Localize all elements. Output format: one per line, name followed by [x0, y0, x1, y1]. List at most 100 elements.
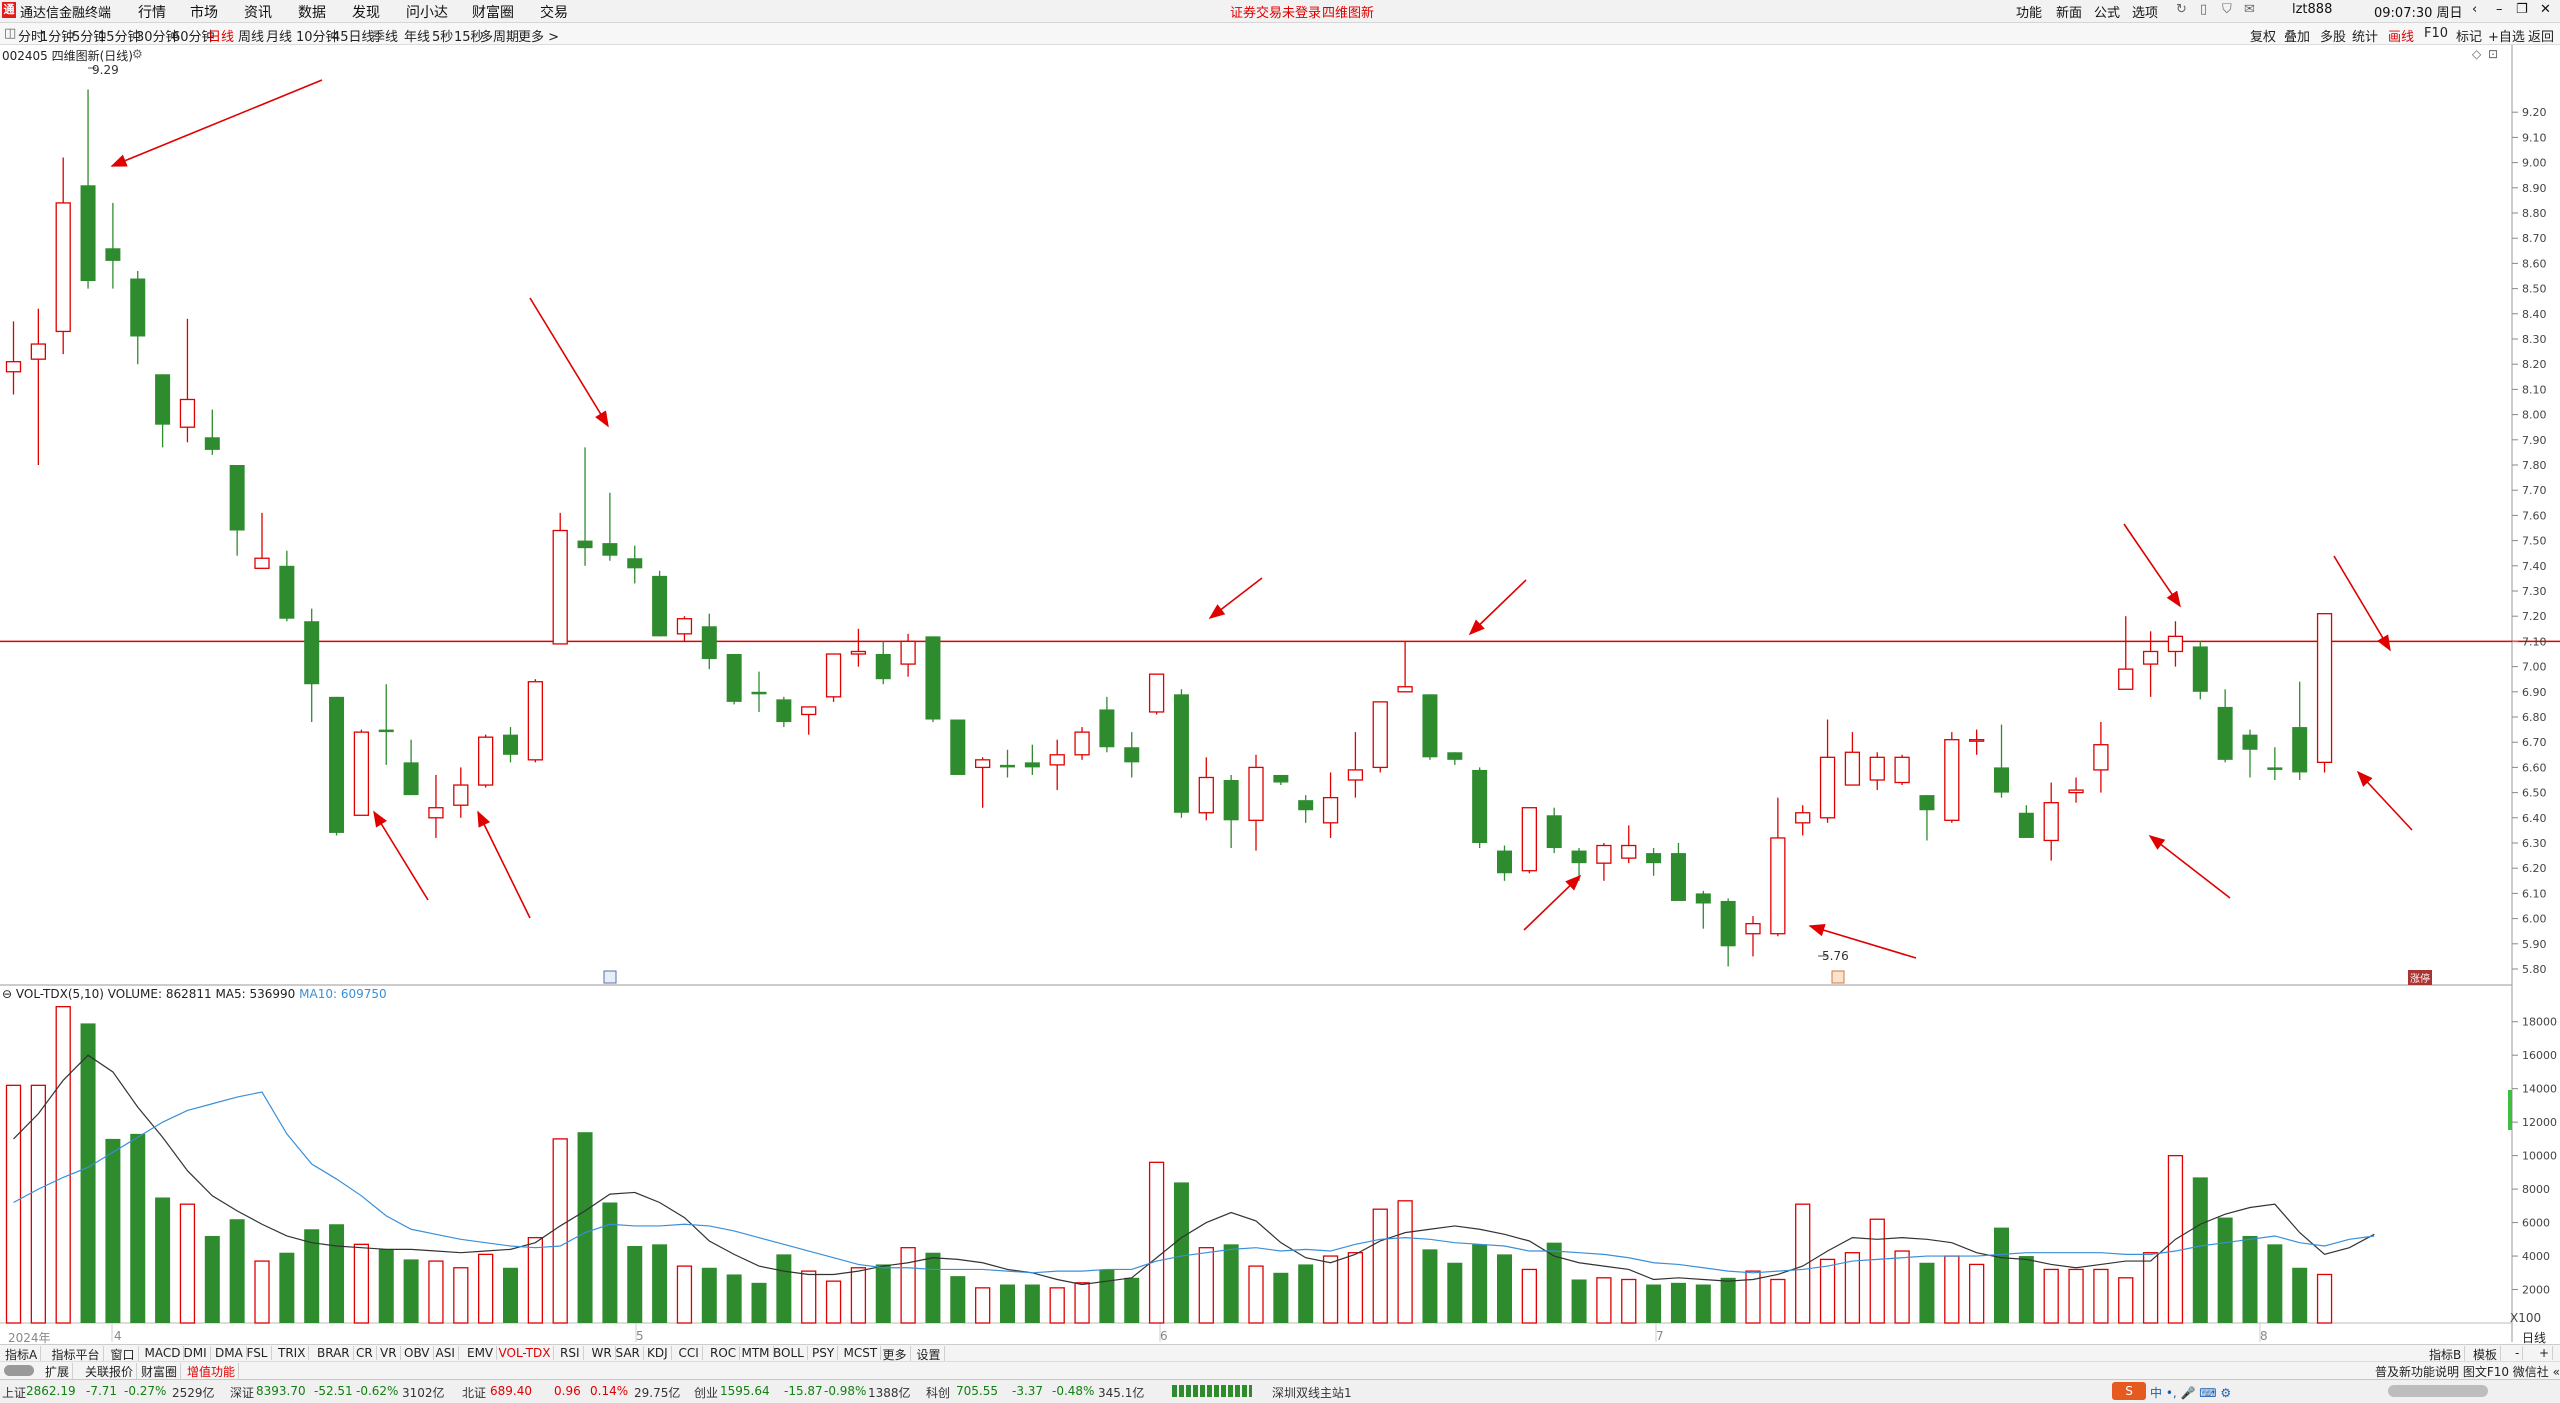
ime-tools-icon[interactable]: 中 •, 🎤 ⌨ ⚙ [2150, 1386, 2232, 1400]
menu-news[interactable]: 资讯 [244, 5, 272, 21]
feature-links[interactable]: 普及新功能说明 图文F10 微信社 « [2372, 1363, 2560, 1380]
indicator-tab-19[interactable]: CCI [676, 1346, 703, 1360]
menu-trade[interactable]: 交易 [540, 5, 568, 21]
indicator-tab-23[interactable]: PSY [809, 1346, 839, 1360]
menu-market[interactable]: 市场 [190, 5, 218, 21]
zoom-in-button[interactable]: + [2536, 1346, 2554, 1360]
menu-function[interactable]: 功能 [2016, 6, 2043, 21]
chart-tool-6[interactable]: 标记 [2456, 30, 2483, 45]
period-5[interactable]: 60分钟 [172, 30, 215, 45]
bj-index-label[interactable]: 北证 [462, 1386, 487, 1400]
period-0[interactable]: 分时 [18, 30, 45, 45]
zoom-out-button[interactable]: - [2512, 1346, 2524, 1360]
indicator-tab-5[interactable]: DMA [212, 1346, 247, 1360]
indicator-tab-0[interactable]: 指标A [2, 1346, 42, 1363]
login-warning[interactable]: 证券交易未登录 [1230, 6, 1322, 21]
kline-chart[interactable]: 9.20 9.10 9.00 8.90 8.80 8.70 8.60 8.50 8.40 8.30… [0, 45, 2560, 1345]
indicator-tab-3[interactable]: MACD [142, 1346, 185, 1360]
indicator-tab-18[interactable]: KDJ [644, 1346, 672, 1360]
indicator-tab-6[interactable]: FSL [244, 1346, 272, 1360]
indicator-tab-24[interactable]: MCST [841, 1346, 882, 1360]
menu-options[interactable]: 选项 [2132, 6, 2159, 21]
tab-wealth-circle[interactable]: 财富圈 [138, 1363, 182, 1380]
period-1[interactable]: 1分钟 [40, 30, 75, 45]
chart-tool-5[interactable]: F10 [2424, 26, 2449, 41]
period-9[interactable]: 10分钟 [296, 30, 339, 45]
chart-settings-icon[interactable]: ⚙ [132, 47, 143, 61]
indicator-tab-2[interactable]: 窗口 [108, 1346, 139, 1363]
menu-data[interactable]: 数据 [298, 5, 326, 21]
tab-extend[interactable]: 扩展 [42, 1363, 74, 1380]
period-8[interactable]: 月线 [266, 30, 293, 45]
indicator-tab-21[interactable]: MTM [739, 1346, 774, 1360]
user-name[interactable]: lzt888 [2292, 2, 2333, 17]
input-method-icon[interactable]: S [2112, 1382, 2146, 1400]
chart-tool-1[interactable]: 叠加 [2284, 30, 2311, 45]
close-icon[interactable]: ✕ [2540, 2, 2551, 17]
phone-icon[interactable]: ▯ [2200, 2, 2208, 17]
sh-index-label[interactable]: 上证 [2, 1386, 27, 1400]
toggle-switch[interactable] [4, 1365, 34, 1376]
chart-tool-3[interactable]: 统计 [2352, 30, 2379, 45]
period-10[interactable]: 45日线 [332, 30, 375, 45]
menu-formula[interactable]: 公式 [2094, 6, 2121, 21]
indicator-tab-7[interactable]: TRIX [275, 1346, 310, 1360]
indicator-tab-9[interactable]: CR [353, 1346, 377, 1360]
refresh-icon[interactable]: ↻ [2176, 2, 2187, 17]
indicator-tab-22[interactable]: BOLL [770, 1346, 808, 1360]
chart-tool-7[interactable]: +自选 [2488, 30, 2525, 45]
menu-discover[interactable]: 发现 [352, 5, 380, 21]
panel-toggle-icon[interactable]: ◫ [4, 26, 17, 41]
menu-wealth-circle[interactable]: 财富圈 [472, 5, 514, 21]
indicator-tab-8[interactable]: BRAR [314, 1346, 354, 1360]
period-3[interactable]: 15分钟 [98, 30, 141, 45]
period-13[interactable]: 5秒 [432, 30, 454, 45]
indicator-tab-25[interactable]: 更多 [880, 1346, 911, 1363]
chart-tool-2[interactable]: 多股 [2320, 30, 2347, 45]
expand-icon[interactable]: ⊡ [2488, 47, 2499, 61]
period-16[interactable]: 更多 > [518, 30, 560, 45]
indicator-tab-15[interactable]: RSI [557, 1346, 584, 1360]
chart-tool-4[interactable]: 画线 [2388, 30, 2415, 45]
kc-index-label[interactable]: 科创 [926, 1386, 951, 1400]
period-11[interactable]: 季线 [372, 30, 399, 45]
period-14[interactable]: 15秒 [454, 30, 484, 45]
tab-value-added[interactable]: 增值功能 [184, 1363, 240, 1380]
mail-icon[interactable]: ✉ [2244, 2, 2255, 17]
restore-icon[interactable]: ❐ [2516, 2, 2528, 17]
cy-index-label[interactable]: 创业 [694, 1386, 719, 1400]
indicator-tab-26[interactable]: 设置 [914, 1346, 945, 1363]
indicator-tab-1[interactable]: 指标平台 [49, 1346, 104, 1363]
indicator-tab-12[interactable]: ASI [433, 1346, 459, 1360]
period-6[interactable]: 日线 [208, 30, 235, 45]
volume-settings-icon[interactable]: ⊖ [2, 987, 16, 1001]
indicator-tab-10[interactable]: VR [377, 1346, 401, 1360]
minimize-icon[interactable]: – [2496, 2, 2503, 17]
indicator-tab-14[interactable]: VOL-TDX [496, 1346, 555, 1360]
sz-index-label[interactable]: 深证 [230, 1386, 255, 1400]
menu-new-page[interactable]: 新面 [2056, 6, 2083, 21]
tab-related-quotes[interactable]: 关联报价 [82, 1363, 138, 1380]
period-15[interactable]: 多周期 [480, 30, 520, 45]
shirt-icon[interactable]: ⛉ [2222, 2, 2232, 17]
tab-indicator-b[interactable]: 指标B [2426, 1346, 2466, 1363]
menu-ask[interactable]: 问小达 [406, 5, 448, 21]
chart-tool-8[interactable]: 返回 [2528, 30, 2555, 45]
menu-market-quote[interactable]: 行情 [138, 5, 166, 21]
limit-up-badge[interactable]: 涨停 [2408, 970, 2432, 985]
back-icon[interactable]: ‹ [2472, 2, 2478, 17]
chart-tool-0[interactable]: 复权 [2250, 30, 2277, 45]
indicator-tab-17[interactable]: SAR [613, 1346, 644, 1360]
tab-template[interactable]: 模板 [2470, 1346, 2502, 1363]
indicator-tab-20[interactable]: ROC [707, 1346, 741, 1360]
indicator-tab-16[interactable]: WR [589, 1346, 616, 1360]
diamond-icon[interactable]: ◇ [2472, 47, 2482, 61]
period-12[interactable]: 年线 [404, 30, 431, 45]
server-name[interactable]: 深圳双线主站1 [1272, 1386, 1352, 1400]
indicator-tab-4[interactable]: DMI [181, 1346, 211, 1360]
period-4[interactable]: 30分钟 [136, 30, 179, 45]
indicator-tab-11[interactable]: OBV [401, 1346, 434, 1360]
period-7[interactable]: 周线 [238, 30, 265, 45]
indicator-tab-13[interactable]: EMV [464, 1346, 498, 1360]
period-2[interactable]: 5分钟 [72, 30, 107, 45]
